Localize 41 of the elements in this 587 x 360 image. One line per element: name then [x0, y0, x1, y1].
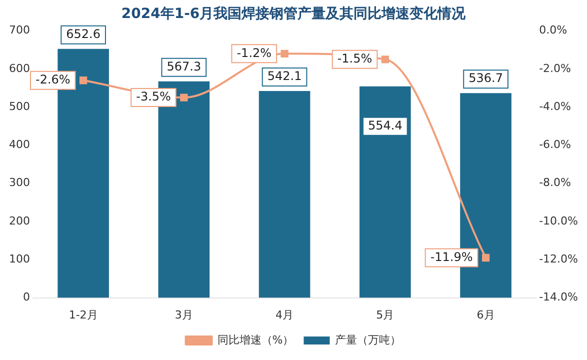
x-tick-label: 1-2月 [68, 308, 98, 322]
data-label: -1.2% [236, 46, 272, 60]
legend-label: 产量（万吨） [335, 333, 402, 346]
data-label: -11.9% [430, 250, 473, 264]
bar [258, 91, 310, 298]
y2-tick-label: -12.0% [539, 252, 578, 266]
data-label: 652.6 [66, 27, 100, 42]
point [280, 50, 288, 58]
point [482, 254, 490, 262]
data-label: 567.3 [166, 60, 202, 74]
y2-tick-label: -14.0% [539, 290, 578, 304]
data-label: 554.4 [368, 118, 402, 132]
point [79, 76, 88, 84]
y-tick-label: 500 [8, 100, 30, 113]
data-label: -2.6% [35, 72, 70, 87]
bar [360, 86, 411, 298]
y2-tick-label: -8.0% [539, 176, 572, 190]
x-tick-label: 4月 [276, 308, 294, 322]
y-tick-label: 100 [8, 252, 30, 266]
y-tick-label: 300 [8, 176, 30, 190]
data-label: -1.5% [337, 52, 372, 66]
data-label: 542.1 [267, 69, 302, 84]
y-tick-label: 400 [8, 138, 30, 152]
chart-title: 2024年1-6月我国焊接钢管产量及其同比增速变化情况 [121, 5, 467, 22]
x-tick-label: 6月 [476, 308, 495, 322]
y2-tick-label: -6.0% [539, 138, 572, 152]
legend-label: 同比增速（%） [217, 333, 294, 346]
y2-tick-label: -4.0% [539, 100, 572, 113]
x-tick-label: 3月 [174, 308, 193, 322]
point [180, 94, 188, 102]
y2-tick-label: -2.0% [539, 62, 572, 75]
point [381, 56, 389, 64]
y-tick-label: 700 [8, 24, 30, 37]
y2-tick-label: -10.0% [539, 214, 578, 228]
y-tick-label: 0 [22, 290, 30, 304]
data-label: 536.7 [468, 71, 503, 86]
x-tick-label: 5月 [376, 308, 394, 322]
y-tick-label: 600 [8, 62, 30, 75]
data-label: -3.5% [136, 90, 171, 104]
y-tick-label: 200 [8, 214, 30, 228]
y2-tick-label: 0.0% [539, 24, 568, 37]
